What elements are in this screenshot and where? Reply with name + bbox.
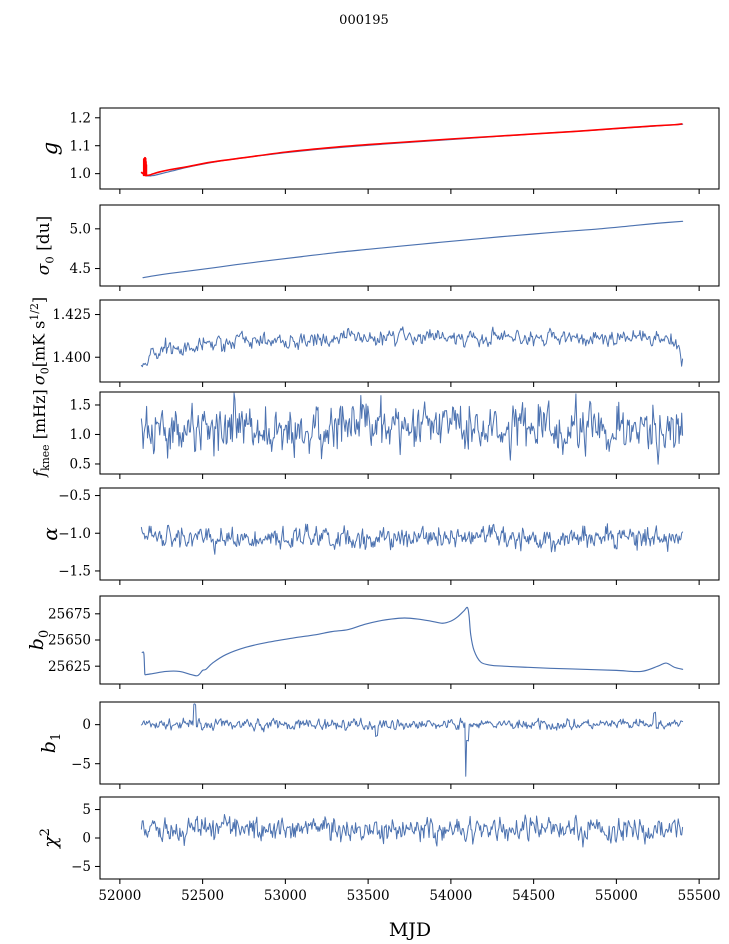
- y-tick-label-b0-0: 25625: [48, 659, 91, 675]
- panel-chi2: 5 0 −5 52000 52500 53000 53500 54000 54500 55000 5…: [71, 796, 721, 904]
- x-tick-label-1: 52500: [181, 888, 224, 904]
- series-f-knee-data: [140, 392, 684, 465]
- panel-f-knee: 0.5 1.0 1.5: [70, 391, 720, 479]
- panel-gain: 1.0 1.1 1.2: [70, 107, 720, 194]
- panel-data-alpha: [140, 523, 684, 555]
- y-tick-label-chi2-2: −5: [71, 859, 91, 875]
- figure-title: 000195: [339, 13, 389, 28]
- y-tick-label-sigma0-du-0: 4.5: [70, 261, 91, 277]
- series-alpha-data: [140, 523, 684, 555]
- panel-sigma0-mK: 1.400 1.425: [52, 299, 720, 387]
- y-tick-label-sigma0-mK-0: 1.400: [52, 350, 91, 366]
- series-g-burst: [142, 156, 148, 177]
- y-tick-label-f-knee-2: 1.5: [70, 398, 91, 414]
- panel-frame-sigma0-mK: [99, 299, 720, 383]
- y-tick-label-chi2-1: 0: [82, 831, 91, 847]
- y-tick-label-alpha-0: −0.5: [58, 488, 91, 504]
- panel-data-chi2: [140, 813, 684, 848]
- y-tick-label-gain-1: 1.1: [70, 138, 91, 154]
- panel-data-f-knee: [140, 392, 684, 465]
- y-tick-label-b0-2: 25675: [48, 606, 91, 622]
- panel-frame-alpha: [99, 487, 720, 581]
- x-tick-label-2: 53000: [264, 888, 307, 904]
- y-tick-label-f-knee-0: 0.5: [70, 457, 91, 473]
- series-b0-data: [141, 606, 684, 677]
- panel-frame-sigma0-du: [99, 204, 720, 287]
- y-tick-label-f-knee-1: 1.0: [70, 427, 91, 443]
- y-tick-label-b0-1: 25650: [48, 633, 91, 649]
- panel-data-sigma0-du: [142, 220, 684, 279]
- panel-data-b0: [141, 606, 684, 677]
- y-tick-label-gain-0: 1.0: [70, 166, 91, 182]
- panel-b1: 0 −5: [71, 701, 720, 789]
- panel-sigma0-du: 4.5 5.0: [70, 204, 720, 291]
- panel-frame-b1: [99, 701, 720, 785]
- x-axis-label: MJD: [389, 919, 431, 941]
- panel-b0: 25625 25650 25675: [48, 595, 720, 689]
- panel-data-b1: [140, 703, 684, 777]
- x-tick-label-7: 55500: [678, 888, 721, 904]
- series-chi2-data: [140, 813, 684, 848]
- x-tick-label-0: 52000: [98, 888, 141, 904]
- y-tick-label-b1-0: 0: [82, 717, 91, 733]
- series-b1-data: [140, 703, 684, 777]
- x-tick-label-6: 55000: [595, 888, 638, 904]
- y-tick-label-sigma0-mK-1: 1.425: [52, 307, 91, 323]
- y-tick-label-alpha-2: −1.5: [58, 564, 91, 580]
- x-tick-label-3: 53500: [347, 888, 390, 904]
- y-tick-label-sigma0-du-1: 5.0: [70, 221, 91, 237]
- y-tick-label-chi2-0: 5: [82, 802, 91, 818]
- y-axis-label-chi2: χ2: [38, 828, 62, 848]
- y-tick-label-gain-2: 1.2: [70, 110, 91, 126]
- panel-frame-f-knee: [99, 391, 720, 475]
- y-tick-label-b1-1: −5: [71, 756, 91, 772]
- series-sigma0-mK-data: [140, 326, 684, 368]
- panel-data-sigma0-mK: [140, 326, 684, 368]
- panel-frame-gain: [99, 107, 720, 190]
- panels-group: 1.0 1.1 1.2 4.5 5.0 1.400 1.425 0.5 1.0 1.5 −0.5 −1…: [48, 107, 721, 904]
- series-sigma0-du-data: [142, 220, 684, 279]
- x-tick-label-4: 54000: [429, 888, 472, 904]
- y-tick-label-alpha-1: −1.0: [58, 526, 91, 542]
- panel-alpha: −0.5 −1.0 −1.5: [58, 487, 720, 585]
- x-tick-label-5: 54500: [512, 888, 555, 904]
- panel-data-gain: [140, 123, 684, 177]
